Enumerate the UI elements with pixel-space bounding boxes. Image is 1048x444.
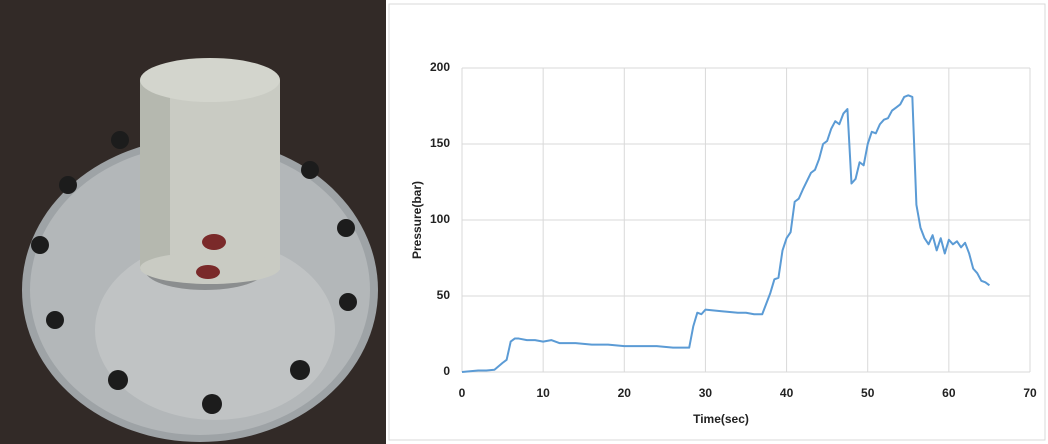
photo (0, 0, 386, 444)
x-axis-title: Time(sec) (693, 412, 749, 426)
figure: 0 50 100 150 200 0 10 20 30 40 50 60 70 Time(sec) Pres… (0, 0, 1048, 444)
x-tick-label: 40 (780, 386, 794, 400)
y-tick-label: 100 (430, 212, 450, 226)
page: 0 50 100 150 200 0 10 20 30 40 50 60 70 Time(sec) Pres… (0, 0, 1048, 444)
x-tick-label: 20 (618, 386, 632, 400)
x-tick-label: 10 (536, 386, 550, 400)
y-axis-title: Pressure(bar) (410, 181, 424, 259)
y-tick-label: 50 (437, 288, 451, 302)
y-tick-label: 200 (430, 60, 450, 74)
x-tick-label: 30 (699, 386, 713, 400)
x-tick-label: 70 (1023, 386, 1037, 400)
x-tick-label: 0 (459, 386, 466, 400)
chart-frame (389, 4, 1045, 440)
x-tick-label: 60 (942, 386, 956, 400)
y-tick-label: 150 (430, 136, 450, 150)
y-tick-label: 0 (443, 364, 450, 378)
x-tick-label: 50 (861, 386, 875, 400)
